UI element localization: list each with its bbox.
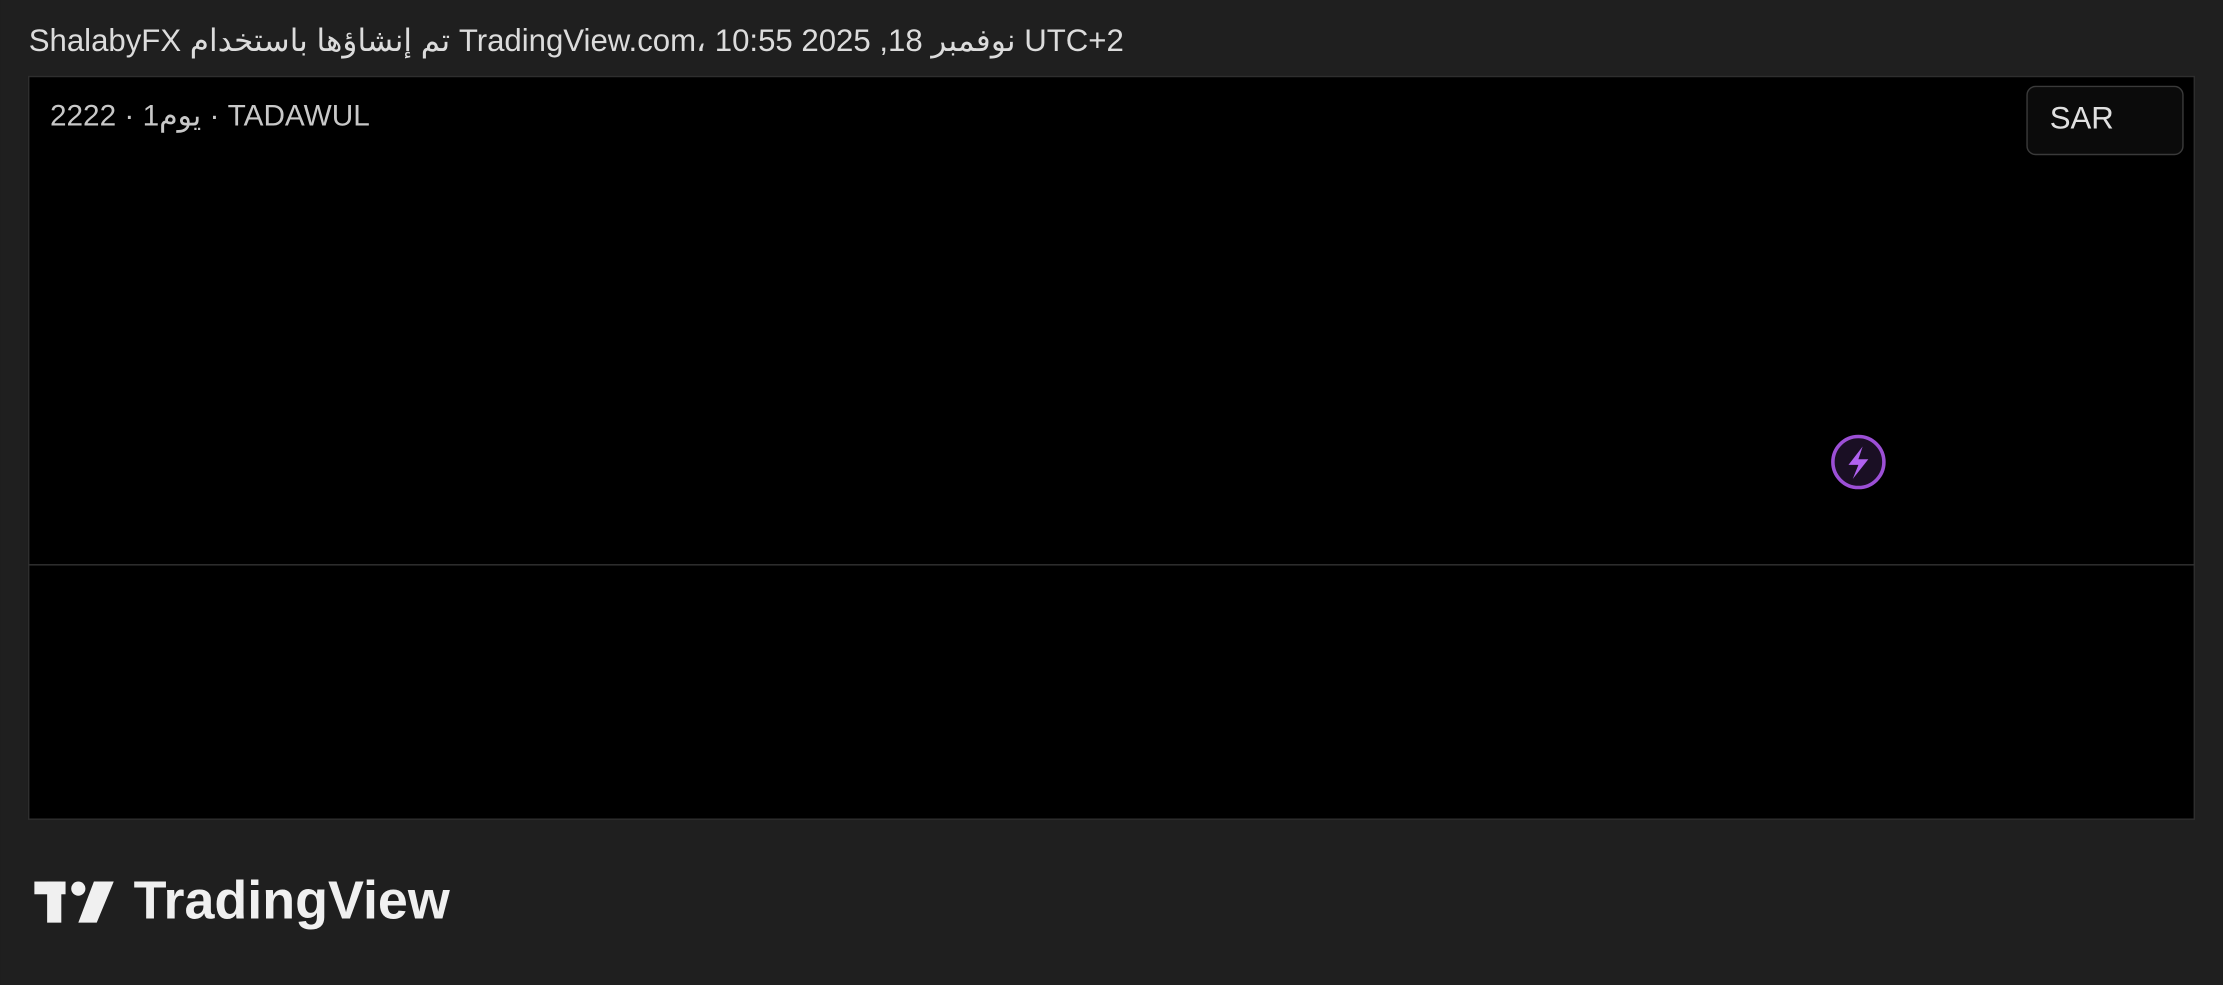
logo: TradingView (34, 870, 450, 930)
currency-button[interactable] (2026, 85, 2184, 156)
currency[interactable]: SAR (2050, 101, 2114, 136)
chart-area (28, 75, 2195, 820)
alert-icon[interactable] (1831, 434, 1886, 490)
logo-text: TradingView (134, 870, 450, 930)
header: ShalabyFX تم إنشاؤها باستخدام TradingVie… (29, 23, 1124, 59)
symbol-label: 2222 · 1يوم · TADAWUL (50, 99, 370, 133)
